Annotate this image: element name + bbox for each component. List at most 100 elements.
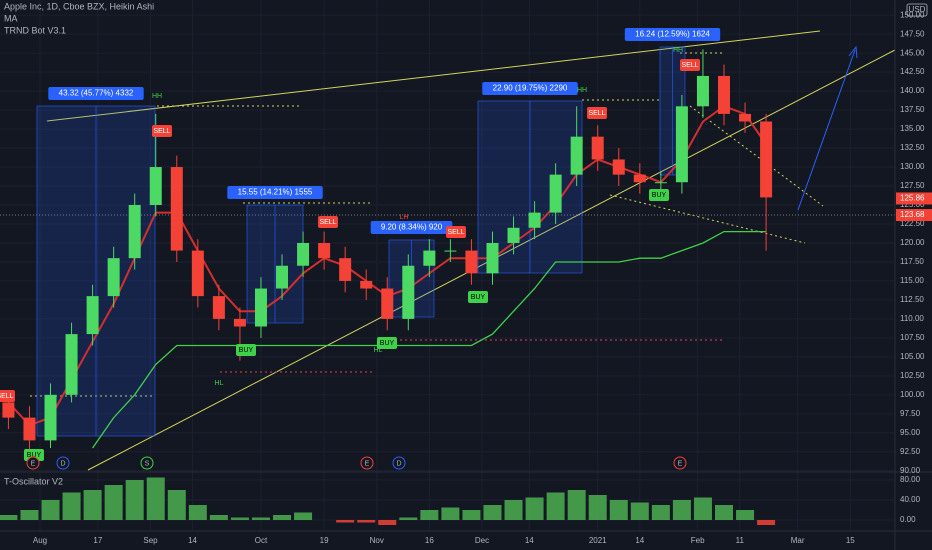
signal-label: BUY [380,340,395,347]
oscillator-bar [273,515,292,520]
y-tick-label: 100.00 [900,390,925,399]
oscillator-bar [714,505,733,520]
signal-bg [236,344,256,356]
price-tag: 123.68 [900,210,925,219]
y-tick-label: 147.50 [900,29,925,38]
signal-label: SELL [153,128,170,135]
candle-body [549,174,562,213]
oscillator-bar [251,517,270,520]
oscillator-bar [420,510,439,520]
pivot-label: HL [374,347,383,354]
oscillator-bar [609,500,628,520]
y-tick-label: 105.00 [900,352,925,361]
measure-label: 43.32 (45.77%) 4332 [59,89,134,98]
currency: USD [909,5,926,14]
oscillator-bar [651,505,670,520]
oscillator-bar [441,507,460,520]
candle-body [465,250,478,274]
oscillator-bar [378,520,397,525]
event-marker[interactable] [56,456,70,470]
oscillator-bar [336,520,355,523]
y-tick-label: 95.00 [900,428,921,437]
oscillator-bar [0,515,18,520]
measure-label-bg [370,221,453,234]
price-tag: 125.86 [900,194,925,203]
oscillator-bar [167,490,186,520]
candle-body [65,334,78,395]
signal-bg [377,337,397,349]
event-marker[interactable] [392,456,406,470]
x-tick-label: 11 [736,536,745,545]
pivot-label: HH [152,93,162,100]
oscillator-bar [630,502,649,520]
measure-label: 15.55 (14.21%) 1555 [238,188,313,197]
y-tick-label: 102.50 [900,371,925,380]
oscillator-bar [757,520,776,525]
oscillator-bar [125,480,144,520]
candle-body [360,280,373,289]
x-tick-label: Mar [791,536,805,545]
pivot-label: LH [400,214,409,221]
indicator-line [92,230,767,449]
x-tick-label: Dec [475,536,489,545]
signal-label: SELL [0,393,14,400]
y-tick-label: 150.00 [900,10,925,19]
signal-label: SELL [319,219,336,226]
event-marker[interactable] [360,456,374,470]
candle-body [402,265,415,319]
signal-bg [0,390,15,402]
oscillator-bar [567,490,586,520]
oscillator-bar [546,492,565,520]
candle-body [254,288,267,327]
candle-body [170,167,183,251]
measure-label: 16.24 (12.59%) 1624 [635,30,710,39]
pivot-label: HL [215,380,224,387]
y-tick-label: 145.00 [900,48,925,57]
signal-label: SELL [588,110,605,117]
signal-bg [318,216,338,228]
candle-body [276,265,289,289]
pivot-label: HH [577,87,587,94]
x-tick-label: Feb [691,536,705,545]
event-marker[interactable] [26,456,40,470]
candle-body [318,242,331,259]
event-label: D [396,460,401,467]
event-marker[interactable] [140,456,154,470]
currency-box[interactable] [906,3,928,17]
candle-body [423,250,436,266]
candle-body [633,174,646,183]
legend-item: MA [4,13,18,23]
candle-body [760,121,773,198]
oscillator-bar [83,490,102,520]
candle-body [128,205,141,259]
measure-label: 22.90 (19.75%) 2290 [493,84,568,93]
signal-bg [468,291,488,303]
price-tag-bg [896,192,932,205]
candle-body [149,167,162,206]
dotted-line [609,194,806,244]
x-tick-label: 14 [635,536,644,545]
oscillator-bar [672,500,691,520]
x-tick-label: Aug [33,536,47,545]
oscillator-bar [209,515,228,520]
y-tick-label: 125.00 [900,200,925,209]
y-tick-label: 110.00 [900,314,924,323]
signal-label: BUY [239,347,254,354]
y-tick-label: 142.50 [900,67,925,76]
y-tick-label: 120.00 [900,238,925,247]
x-tick-label: Nov [370,536,384,545]
event-marker[interactable] [673,456,687,470]
candle-body [675,106,688,183]
signal-label: BUY [471,294,486,301]
candle-body [717,75,730,114]
x-tick-label: 14 [525,536,534,545]
pivot-label: HH [673,47,683,54]
x-tick-label: 16 [425,536,434,545]
candle-body [339,258,352,281]
signal-bg [680,59,700,71]
price-tag-bg [896,209,932,222]
event-label: E [678,460,683,467]
projection-arrow [797,49,856,211]
